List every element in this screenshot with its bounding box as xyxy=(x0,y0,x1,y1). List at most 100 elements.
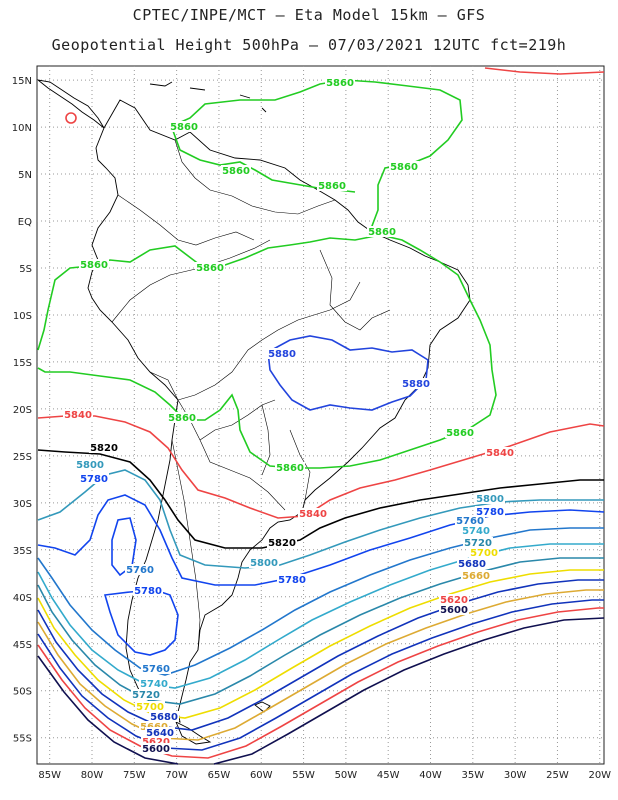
contour-label: 5600 xyxy=(440,605,468,616)
lat-tick-label: 10N xyxy=(12,123,32,134)
contour-label: 5860 xyxy=(326,78,354,89)
lat-tick-label: EQ xyxy=(18,217,32,228)
contour-label-bg xyxy=(461,525,491,536)
contour-5780-low xyxy=(103,589,179,656)
contour-label: 5840 xyxy=(299,509,327,520)
contour-label-bg xyxy=(63,409,93,420)
contour-label: 5740 xyxy=(140,679,168,690)
map-frame xyxy=(36,65,605,765)
south-america-coastline xyxy=(87,99,471,723)
contour-label: 5620 xyxy=(142,737,170,748)
contour-label: 5860 xyxy=(276,463,304,474)
tierra-del-fuego xyxy=(175,721,212,745)
contour-label: 5860 xyxy=(196,263,224,274)
contour-label: 5780 xyxy=(476,507,504,518)
contour-label-bg xyxy=(469,547,499,558)
contour-label: 5800 xyxy=(76,460,104,471)
contour-label-bg xyxy=(169,121,199,132)
contour-label-bg xyxy=(139,678,169,689)
contour-label: 5720 xyxy=(132,690,160,701)
height-contours xyxy=(37,67,605,765)
falkland-islands xyxy=(254,701,271,713)
contour-5620 xyxy=(37,607,604,759)
contour-label-bg xyxy=(457,558,487,569)
lat-tick-label: 35S xyxy=(13,546,32,557)
contour-value-labels: 5860 5860 5860 5860 5860 5860 5860 5860 5860 5860… xyxy=(63,77,515,755)
contour-label: 5780 xyxy=(278,575,306,586)
contour-label-bg xyxy=(367,226,397,237)
central-america-coastline xyxy=(36,79,105,129)
lon-tick-label: 85W xyxy=(38,770,61,781)
contour-label: 5740 xyxy=(462,526,490,537)
contour-label: 5680 xyxy=(458,559,486,570)
contour-label: 5760 xyxy=(456,516,484,527)
contour-label: 5760 xyxy=(126,565,154,576)
lat-tick-label: 45S xyxy=(13,640,32,651)
contour-5880-a xyxy=(267,335,429,411)
contour-label: 5880 xyxy=(402,379,430,390)
contour-label-bg xyxy=(141,736,171,747)
contour-5680 xyxy=(37,579,604,731)
caribbean-islands xyxy=(149,81,267,113)
contour-label: 5780 xyxy=(134,586,162,597)
contour-label: 5860 xyxy=(222,166,250,177)
contour-5640 xyxy=(37,599,604,751)
contour-label-bg xyxy=(439,604,469,615)
contour-label: 5820 xyxy=(268,538,296,549)
lat-lon-grid xyxy=(37,66,604,764)
contour-label-bg xyxy=(475,493,505,504)
lon-tick-label: 25W xyxy=(546,770,569,781)
contour-label-bg xyxy=(79,473,109,484)
contour-label-bg xyxy=(141,663,171,674)
contour-label: 5620 xyxy=(440,595,468,606)
lon-tick-label: 20W xyxy=(588,770,611,781)
contour-label-bg xyxy=(89,442,119,453)
contour-label-bg xyxy=(267,348,297,359)
contour-5700 xyxy=(37,569,604,719)
contour-label: 5780 xyxy=(80,474,108,485)
coastlines xyxy=(36,79,471,745)
contour-label-bg xyxy=(445,427,475,438)
lat-tick-label: 5N xyxy=(18,170,32,181)
contour-label: 5700 xyxy=(136,702,164,713)
contour-5840-top xyxy=(484,67,605,75)
contour-label-bg xyxy=(131,689,161,700)
contour-label-bg xyxy=(125,564,155,575)
contour-label-bg xyxy=(135,701,165,712)
contour-label: 5600 xyxy=(142,744,170,755)
contour-5660 xyxy=(37,589,604,741)
contour-label-bg xyxy=(267,537,297,548)
lat-tick-label: 25S xyxy=(13,452,32,463)
contour-label-bg xyxy=(463,537,493,548)
contour-label-bg xyxy=(475,506,505,517)
contour-label: 5800 xyxy=(250,558,278,569)
lon-tick-label: 35W xyxy=(462,770,485,781)
contour-label-bg xyxy=(298,508,328,519)
contour-label-bg xyxy=(79,259,109,270)
lon-tick-label: 50W xyxy=(335,770,358,781)
lat-tick-label: 15S xyxy=(13,358,32,369)
contour-label: 5860 xyxy=(390,162,418,173)
contour-label: 5680 xyxy=(150,712,178,723)
contour-label-bg xyxy=(455,515,485,526)
contour-label: 5840 xyxy=(64,410,92,421)
lat-tick-label: 50S xyxy=(13,687,32,698)
lat-tick-label: 10S xyxy=(13,311,32,322)
contour-label: 5640 xyxy=(146,728,174,739)
lon-tick-label: 30W xyxy=(504,770,527,781)
contour-label: 5840 xyxy=(486,448,514,459)
contour-label-bg xyxy=(195,262,225,273)
contour-5600 xyxy=(37,617,605,765)
contour-label-bg xyxy=(485,447,515,458)
contour-label: 5700 xyxy=(470,548,498,559)
contour-label: 5860 xyxy=(80,260,108,271)
lon-tick-label: 55W xyxy=(292,770,315,781)
contour-label-bg xyxy=(167,412,197,423)
contour-label-bg xyxy=(221,165,251,176)
contour-label-bg xyxy=(325,77,355,88)
contour-label: 5720 xyxy=(464,538,492,549)
contour-5820 xyxy=(37,449,604,549)
lon-tick-label: 45W xyxy=(377,770,400,781)
contour-label: 5820 xyxy=(90,443,118,454)
